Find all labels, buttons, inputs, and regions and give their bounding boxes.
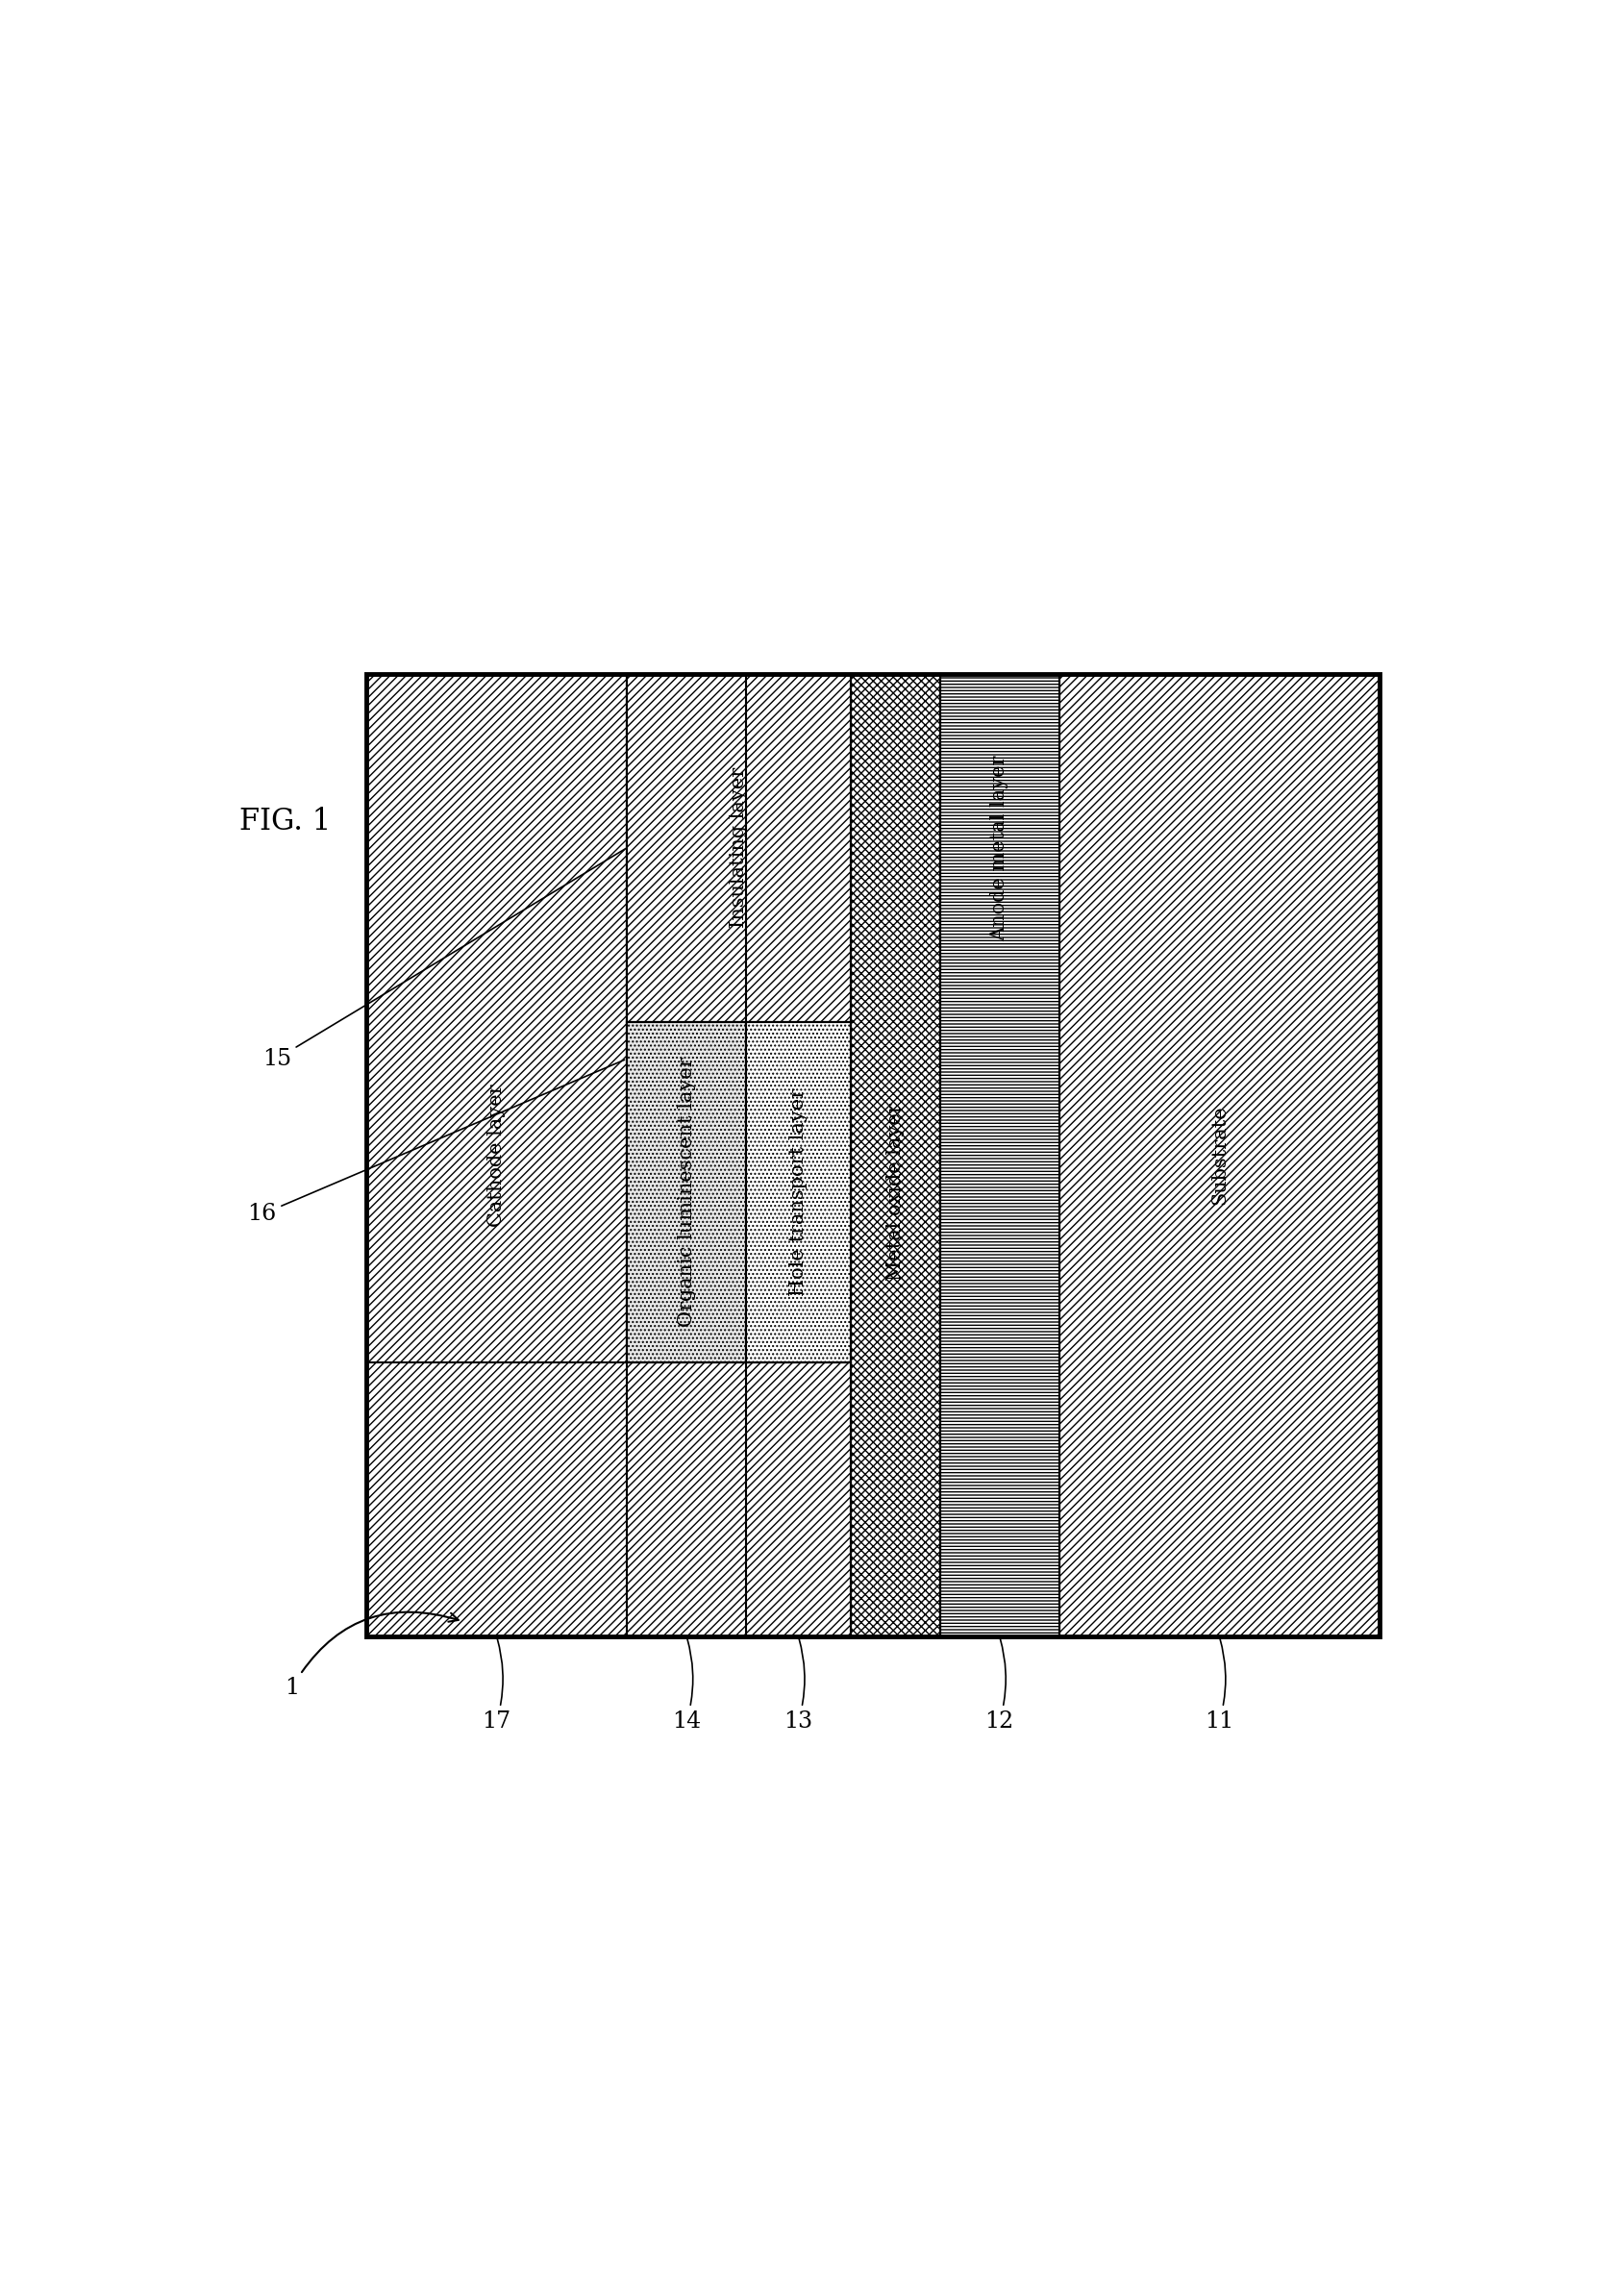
Text: 16: 16: [247, 1061, 624, 1226]
Text: 17: 17: [482, 1639, 511, 1733]
Text: Hole transport layer: Hole transport layer: [789, 1088, 807, 1295]
Text: Anode metal layer: Anode metal layer: [990, 755, 1007, 941]
Bar: [626, 673, 851, 1022]
Text: Cathode layer: Cathode layer: [487, 1084, 506, 1226]
Bar: [626, 1362, 851, 1637]
Bar: [365, 1362, 851, 1637]
Bar: [626, 1022, 745, 1362]
Text: Insulating layer: Insulating layer: [729, 767, 747, 928]
Text: Substrate: Substrate: [1210, 1104, 1227, 1205]
Text: 11: 11: [1205, 1639, 1234, 1733]
Bar: [365, 673, 1379, 1637]
Bar: [1059, 673, 1379, 1637]
Text: Organic luminescent layer: Organic luminescent layer: [678, 1056, 695, 1327]
Text: 15: 15: [262, 850, 624, 1070]
Text: 13: 13: [783, 1639, 812, 1733]
Text: 12: 12: [985, 1639, 1014, 1733]
Text: FIG. 1: FIG. 1: [239, 806, 331, 836]
Bar: [745, 1022, 851, 1362]
Text: Metal oxide layer: Metal oxide layer: [886, 1104, 904, 1281]
Bar: [851, 673, 939, 1637]
Bar: [939, 673, 1059, 1637]
Bar: [365, 673, 626, 1637]
Text: 1: 1: [285, 1612, 458, 1699]
Text: 14: 14: [671, 1639, 700, 1733]
